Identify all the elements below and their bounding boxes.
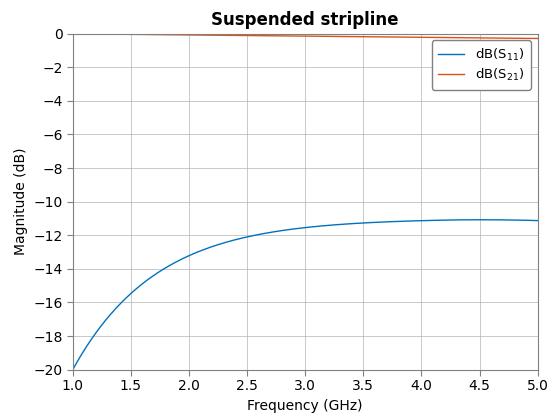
- X-axis label: Frequency (GHz): Frequency (GHz): [248, 399, 363, 413]
- Line: dB(S$_{21}$): dB(S$_{21}$): [73, 34, 538, 39]
- dB(S$_{21}$): [534, 36, 541, 41]
- dB(S$_{11}$): [258, 231, 264, 236]
- dB(S$_{21}$): [274, 33, 281, 38]
- Title: Suspended stripline: Suspended stripline: [212, 11, 399, 29]
- dB(S$_{11}$): [117, 301, 124, 306]
- dB(S$_{11}$): [534, 218, 541, 223]
- Legend: dB(S$_{11}$), dB(S$_{21}$): dB(S$_{11}$), dB(S$_{21}$): [432, 40, 531, 89]
- dB(S$_{11}$): [477, 217, 484, 222]
- dB(S$_{21}$): [69, 31, 76, 36]
- dB(S$_{11}$): [440, 218, 447, 223]
- dB(S$_{21}$): [440, 35, 447, 40]
- dB(S$_{21}$): [258, 33, 264, 38]
- dB(S$_{21}$): [432, 35, 438, 40]
- dB(S$_{11}$): [274, 229, 281, 234]
- Line: dB(S$_{11}$): dB(S$_{11}$): [73, 220, 538, 370]
- dB(S$_{21}$): [117, 32, 124, 37]
- dB(S$_{11}$): [69, 367, 76, 372]
- Y-axis label: Magnitude (dB): Magnitude (dB): [14, 148, 28, 255]
- dB(S$_{21}$): [389, 34, 395, 39]
- dB(S$_{11}$): [389, 219, 395, 224]
- dB(S$_{11}$): [432, 218, 438, 223]
